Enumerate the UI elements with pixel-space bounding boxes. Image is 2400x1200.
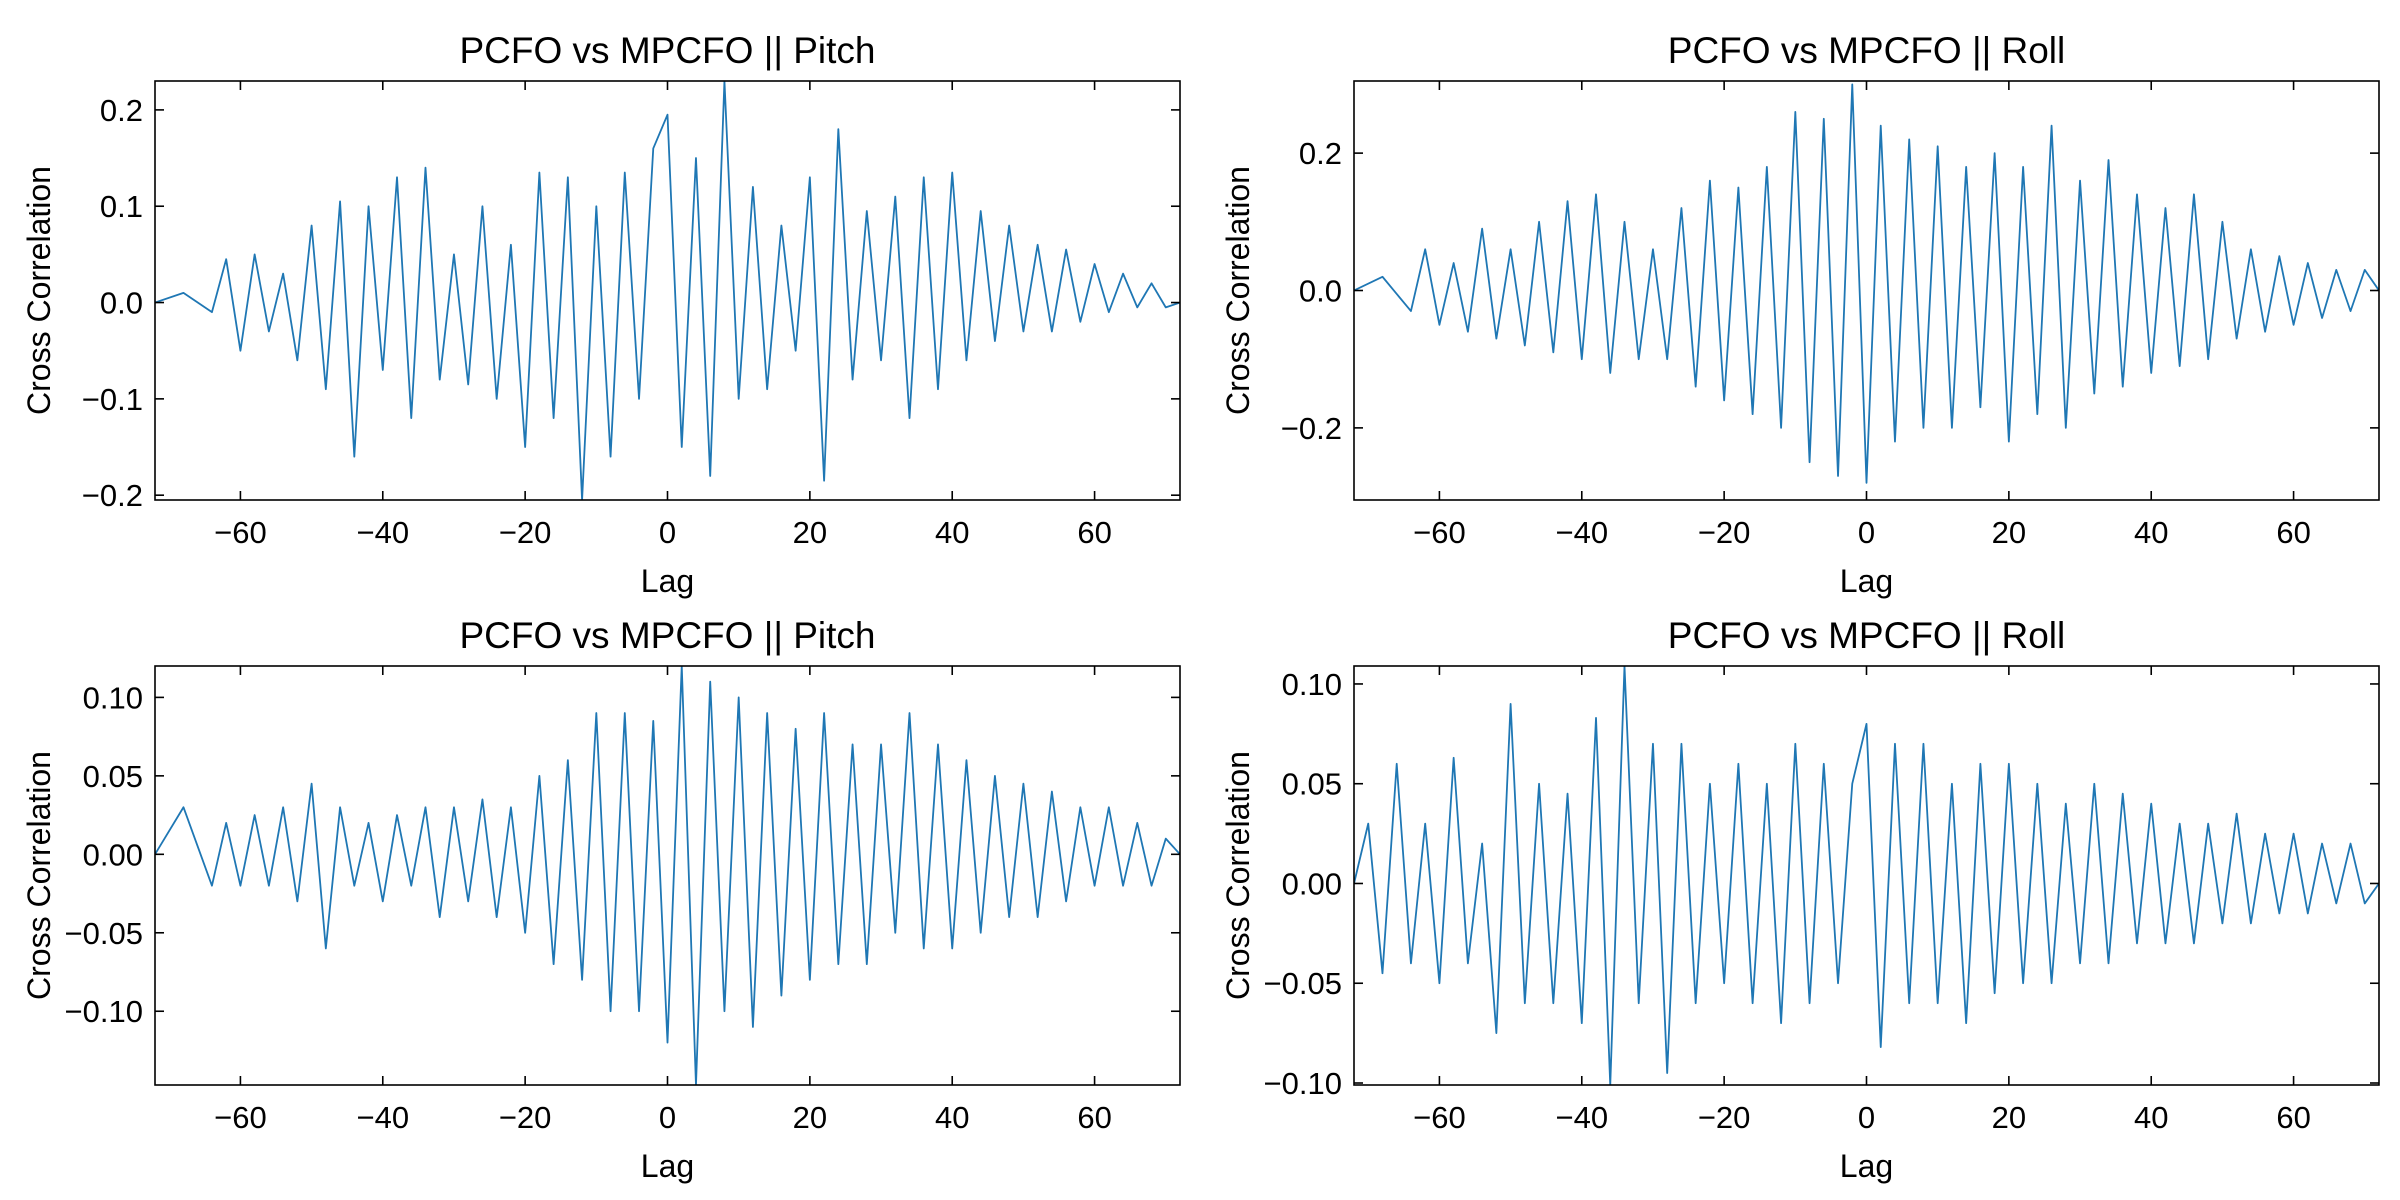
x-tick-label: −40 (1555, 515, 1608, 550)
y-tick-label: −0.05 (1264, 966, 1342, 1001)
y-axis-label: Cross Correlation (1220, 166, 1256, 415)
x-axis-label: Lag (641, 563, 694, 599)
y-axis-label: Cross Correlation (21, 166, 57, 415)
x-axis-label: Lag (1840, 1148, 1893, 1184)
series-line-0 (155, 81, 1180, 500)
x-tick-label: −60 (214, 515, 267, 550)
x-tick-label: −60 (1413, 515, 1466, 550)
x-axis-label: Lag (1840, 563, 1893, 599)
x-tick-label: −40 (356, 515, 409, 550)
x-tick-label: 0 (1858, 1100, 1875, 1135)
y-tick-label: −0.10 (1264, 1066, 1342, 1101)
x-tick-label: 40 (2134, 515, 2168, 550)
x-tick-label: 60 (1077, 515, 1111, 550)
panel-pitch-top: PCFO vs MPCFO || Pitch Lag Cross Correla… (21, 30, 1181, 599)
panel-roll-top: PCFO vs MPCFO || Roll Lag Cross Correlat… (1220, 30, 2380, 599)
y-tick-label: −0.1 (82, 382, 143, 417)
series-line-0 (1354, 83, 2379, 484)
x-tick-label: 0 (1858, 515, 1875, 550)
y-tick-label: −0.2 (1281, 411, 1342, 446)
series-line-0 (1354, 666, 2379, 1085)
x-tick-label: −60 (1413, 1100, 1466, 1135)
y-axis-label: Cross Correlation (1220, 751, 1256, 1000)
x-tick-label: 40 (935, 1100, 969, 1135)
y-tick-label: 0.2 (100, 93, 143, 128)
x-tick-label: 40 (935, 515, 969, 550)
x-tick-label: 0 (659, 1100, 676, 1135)
chart-title: PCFO vs MPCFO || Roll (1668, 615, 2065, 656)
series-line-0 (155, 666, 1180, 1085)
y-tick-label: 0.00 (1282, 866, 1342, 901)
y-tick-label: −0.2 (82, 478, 143, 513)
x-axis-label: Lag (641, 1148, 694, 1184)
y-tick-label: 0.10 (83, 680, 143, 715)
y-tick-label: 0.05 (1282, 767, 1342, 802)
y-tick-label: −0.10 (65, 994, 143, 1029)
y-tick-label: 0.05 (83, 759, 143, 794)
chart-title: PCFO vs MPCFO || Roll (1668, 30, 2065, 71)
y-tick-label: 0.0 (1299, 274, 1342, 309)
x-tick-label: −20 (1698, 515, 1751, 550)
x-tick-label: 40 (2134, 1100, 2168, 1135)
chart-title: PCFO vs MPCFO || Pitch (460, 615, 876, 656)
x-tick-label: −40 (1555, 1100, 1608, 1135)
y-tick-label: 0.0 (100, 286, 143, 321)
chart-title: PCFO vs MPCFO || Pitch (460, 30, 876, 71)
x-tick-label: 20 (1992, 1100, 2026, 1135)
panel-roll-bottom: PCFO vs MPCFO || Roll Lag Cross Correlat… (1220, 615, 2380, 1184)
x-tick-label: −40 (356, 1100, 409, 1135)
x-tick-label: 0 (659, 515, 676, 550)
x-tick-label: 60 (2276, 515, 2310, 550)
y-tick-label: −0.05 (65, 916, 143, 951)
x-tick-label: −20 (499, 515, 552, 550)
x-tick-label: 20 (1992, 515, 2026, 550)
x-tick-label: −20 (499, 1100, 552, 1135)
y-tick-label: 0.1 (100, 189, 143, 224)
x-tick-label: 20 (793, 1100, 827, 1135)
y-tick-label: 0.10 (1282, 667, 1342, 702)
x-tick-label: −20 (1698, 1100, 1751, 1135)
y-axis-label: Cross Correlation (21, 751, 57, 1000)
x-tick-label: 60 (1077, 1100, 1111, 1135)
x-tick-label: 60 (2276, 1100, 2310, 1135)
x-tick-label: −60 (214, 1100, 267, 1135)
x-tick-label: 20 (793, 515, 827, 550)
y-tick-label: 0.2 (1299, 136, 1342, 171)
panel-pitch-bottom: PCFO vs MPCFO || Pitch Lag Cross Correla… (21, 615, 1181, 1184)
y-tick-label: 0.00 (83, 837, 143, 872)
